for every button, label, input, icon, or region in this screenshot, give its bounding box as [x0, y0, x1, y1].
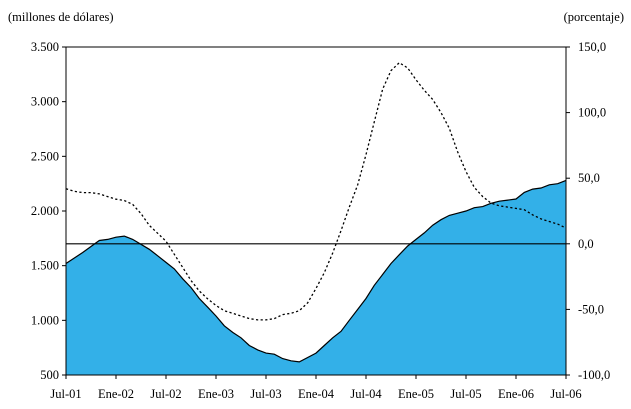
- dotted-series: [65, 61, 567, 321]
- x-tick-label: Ene-04: [298, 387, 335, 401]
- right-axis-title: (porcentaje): [564, 10, 624, 24]
- x-tick-label: Ene-06: [498, 387, 534, 401]
- right-tick-label: -50,0: [578, 302, 604, 316]
- right-tick-label: 150,0: [578, 40, 606, 54]
- left-tick-label: 2.500: [31, 149, 59, 163]
- x-tick-label: Jul-03: [250, 387, 281, 401]
- left-tick-label: 500: [40, 368, 59, 382]
- area-fill: [66, 180, 566, 375]
- x-tick-label: Jul-06: [550, 387, 581, 401]
- left-tick-label: 1.000: [31, 313, 59, 327]
- left-tick-label: 3.000: [31, 95, 59, 109]
- right-tick-label: -100,0: [578, 368, 610, 382]
- right-tick-label: 50,0: [578, 171, 600, 185]
- x-tick-label: Ene-02: [98, 387, 134, 401]
- x-tick-label: Ene-03: [198, 387, 234, 401]
- left-tick-label: 1.500: [31, 259, 59, 273]
- left-axis-title: (millones de dólares): [8, 10, 114, 24]
- right-tick-label: 0,0: [578, 237, 594, 251]
- axis-labels: (millones de dólares) (porcentaje) 500 1.…: [8, 10, 624, 401]
- left-tick-label: 2.000: [31, 204, 59, 218]
- axis-ticks: [62, 46, 570, 379]
- x-tick-label: Ene-05: [398, 387, 434, 401]
- x-tick-label: Jul-02: [150, 387, 181, 401]
- dotted-line: [65, 61, 567, 321]
- area-series: [65, 179, 567, 375]
- left-tick-label: 3.500: [31, 40, 59, 54]
- x-tick-label: Jul-04: [350, 387, 382, 401]
- x-tick-label: Jul-01: [50, 387, 81, 401]
- right-tick-label: 100,0: [578, 106, 606, 120]
- x-tick-label: Jul-05: [450, 387, 481, 401]
- area-edge: [65, 179, 567, 363]
